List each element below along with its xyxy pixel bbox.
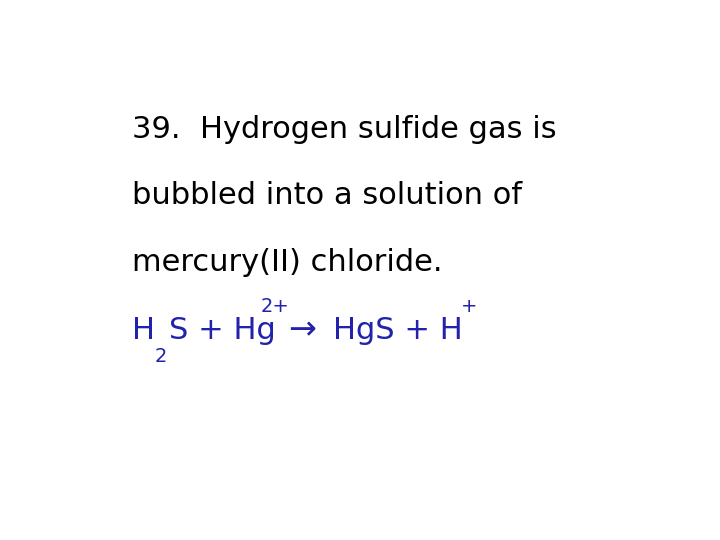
Text: bubbled into a solution of: bubbled into a solution of (132, 181, 522, 210)
Text: H: H (132, 316, 155, 345)
Text: 2+: 2+ (260, 297, 289, 316)
Text: →: → (288, 313, 316, 346)
Text: mercury(II) chloride.: mercury(II) chloride. (132, 248, 442, 277)
Text: HgS + H: HgS + H (333, 316, 462, 345)
Text: S + Hg: S + Hg (169, 316, 276, 345)
Text: +: + (461, 297, 477, 316)
Text: 2: 2 (155, 347, 167, 366)
Text: 39.  Hydrogen sulfide gas is: 39. Hydrogen sulfide gas is (132, 114, 557, 144)
